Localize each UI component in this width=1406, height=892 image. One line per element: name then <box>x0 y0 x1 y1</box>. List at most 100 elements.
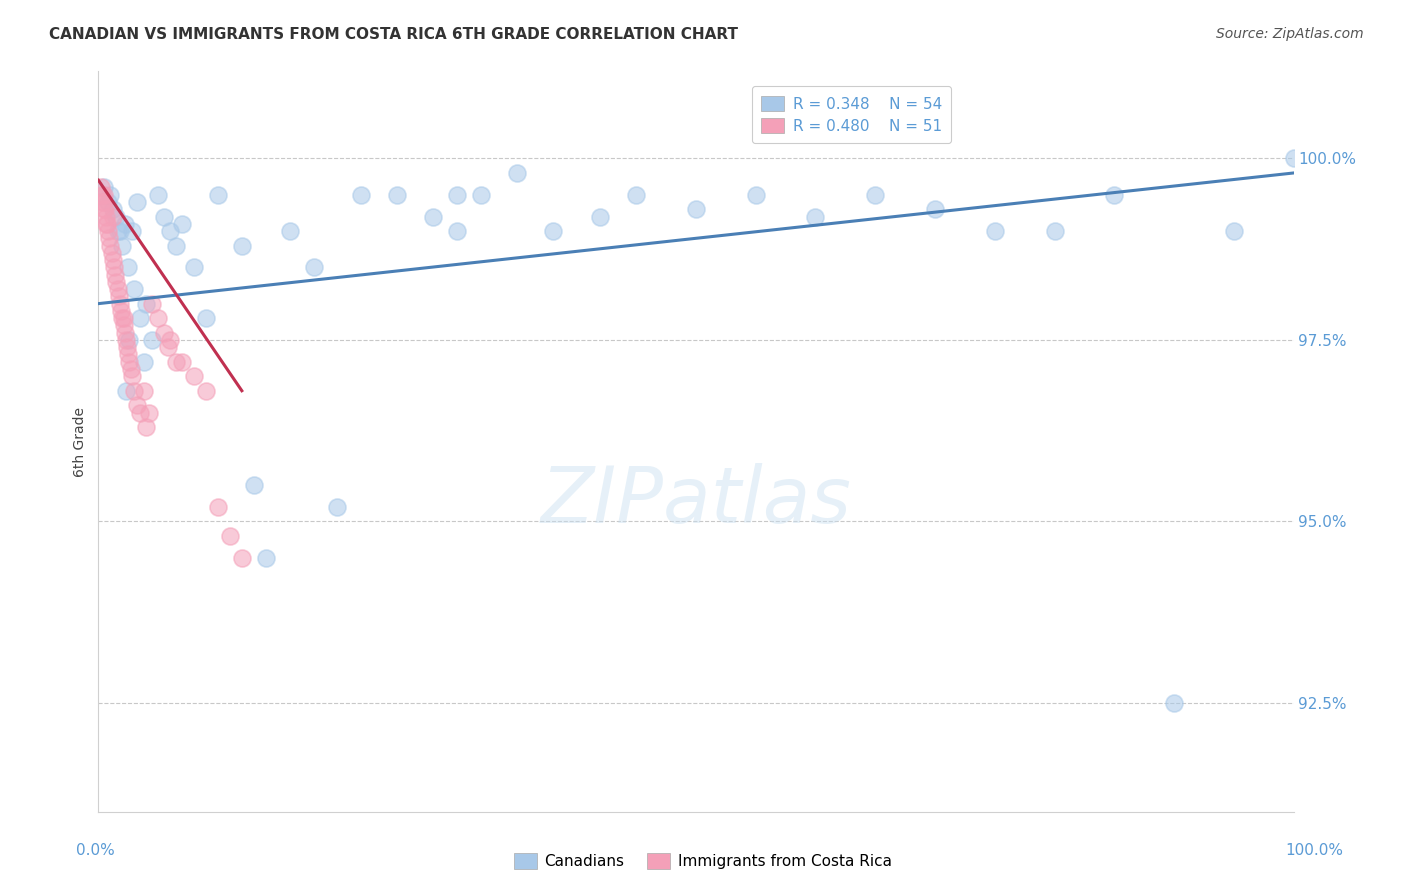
Point <box>112 318 135 333</box>
Point <box>984 224 1007 238</box>
Point <box>93 187 115 202</box>
Point <box>129 405 152 419</box>
Point <box>541 224 564 238</box>
Point <box>125 194 148 209</box>
Point <box>114 217 136 231</box>
Point <box>90 180 112 194</box>
Point <box>385 187 409 202</box>
Point <box>278 224 301 238</box>
Point <box>231 238 253 252</box>
Point <box>195 311 218 326</box>
Point <box>156 340 179 354</box>
Point <box>105 275 128 289</box>
Point <box>219 529 242 543</box>
Point <box>446 224 468 238</box>
Point <box>125 398 148 412</box>
Point <box>111 311 134 326</box>
Point <box>117 260 139 275</box>
Point <box>108 224 131 238</box>
Point <box>148 187 170 202</box>
Text: CANADIAN VS IMMIGRANTS FROM COSTA RICA 6TH GRADE CORRELATION CHART: CANADIAN VS IMMIGRANTS FROM COSTA RICA 6… <box>49 27 738 42</box>
Point <box>924 202 946 217</box>
Point <box>108 296 131 310</box>
Point <box>183 260 205 275</box>
Point <box>94 210 117 224</box>
Point <box>120 362 142 376</box>
Point <box>207 500 229 514</box>
Point <box>98 231 121 245</box>
Point <box>105 210 128 224</box>
Point <box>107 282 129 296</box>
Point <box>138 405 160 419</box>
Point <box>350 187 373 202</box>
Point <box>132 384 155 398</box>
Point <box>124 384 146 398</box>
Point <box>93 180 115 194</box>
Point <box>115 340 138 354</box>
Point <box>118 354 141 368</box>
Point <box>207 187 229 202</box>
Point <box>135 296 157 310</box>
Point <box>172 217 194 231</box>
Point <box>96 217 118 231</box>
Point <box>103 260 125 275</box>
Point <box>112 311 135 326</box>
Point <box>165 238 187 252</box>
Point <box>172 354 194 368</box>
Point <box>97 224 120 238</box>
Point <box>101 202 124 217</box>
Point <box>94 202 117 217</box>
Point <box>153 210 176 224</box>
Point <box>302 260 325 275</box>
Point <box>745 187 768 202</box>
Point <box>110 304 132 318</box>
Point <box>121 224 143 238</box>
Point <box>114 326 136 340</box>
Point <box>231 550 253 565</box>
Point <box>153 326 176 340</box>
Point <box>96 217 118 231</box>
Point <box>91 194 114 209</box>
Point <box>165 354 187 368</box>
Point <box>865 187 887 202</box>
Point <box>111 238 134 252</box>
Text: 100.0%: 100.0% <box>1285 843 1344 858</box>
Point <box>326 500 349 514</box>
Point <box>117 347 139 361</box>
Point <box>124 282 146 296</box>
Text: Source: ZipAtlas.com: Source: ZipAtlas.com <box>1216 27 1364 41</box>
Point <box>91 194 114 209</box>
Point <box>183 369 205 384</box>
Point <box>195 384 218 398</box>
Point <box>98 187 122 202</box>
Point <box>129 311 152 326</box>
Point <box>804 210 827 224</box>
Point <box>1223 224 1246 238</box>
Point <box>685 202 707 217</box>
Y-axis label: 6th Grade: 6th Grade <box>73 407 87 476</box>
Point <box>100 245 122 260</box>
Point <box>422 210 444 224</box>
Legend: R = 0.348    N = 54, R = 0.480    N = 51: R = 0.348 N = 54, R = 0.480 N = 51 <box>752 87 952 143</box>
Point <box>141 296 163 310</box>
Point <box>121 369 143 384</box>
Point <box>101 253 124 268</box>
Point <box>159 224 181 238</box>
Point <box>506 166 529 180</box>
Point <box>1163 696 1185 710</box>
Point <box>107 224 129 238</box>
Point <box>243 478 266 492</box>
Point <box>135 420 157 434</box>
Point <box>93 202 115 217</box>
Point <box>446 187 468 202</box>
Text: ZIPatlas: ZIPatlas <box>540 463 852 539</box>
Point <box>91 187 114 202</box>
Legend: Canadians, Immigrants from Costa Rica: Canadians, Immigrants from Costa Rica <box>508 847 898 875</box>
Point <box>107 289 129 303</box>
Point <box>132 354 155 368</box>
Point <box>148 311 170 326</box>
Point <box>1104 187 1126 202</box>
Point <box>159 333 181 347</box>
Point <box>589 210 612 224</box>
Point <box>103 210 125 224</box>
